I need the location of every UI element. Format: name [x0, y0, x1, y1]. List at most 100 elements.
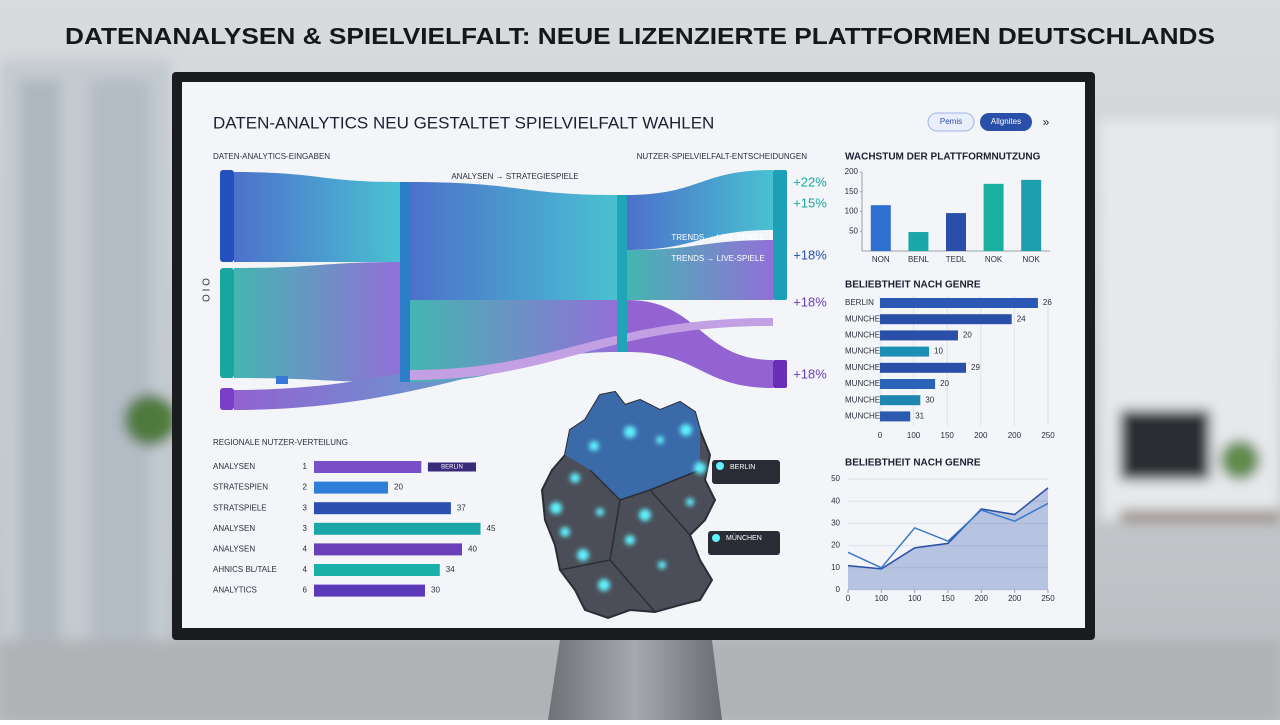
x-tick-label: BENL [908, 255, 929, 264]
percentage: +15% [793, 195, 827, 210]
more-button[interactable]: » [1043, 115, 1050, 129]
y-tick-label: 100 [845, 207, 859, 216]
bar [314, 522, 481, 535]
bar [880, 298, 1038, 308]
area [848, 487, 1048, 590]
bar [1021, 179, 1042, 251]
y-tick-label: 20 [831, 541, 840, 550]
y-tick-label: MUNCHEN [845, 363, 886, 372]
chart-title: BELIEBTHEIT NACH GENRE [845, 458, 981, 469]
chart-title: WACHSTUM DER PLATTFORMNUTZUNG [845, 152, 1041, 163]
bar [314, 481, 388, 494]
x-tick-label: 0 [878, 431, 883, 440]
sankey-flows [234, 170, 773, 410]
y-tick-label: BERLIN [845, 298, 874, 307]
y-tick-label: MUNCHEN [845, 331, 886, 340]
bar [880, 314, 1012, 325]
row-label: ANALYSEN [213, 545, 255, 554]
bar-annotation: 30 [925, 395, 934, 404]
row-label: AHNICS BL/TALE [213, 565, 277, 574]
percentage: +18% [793, 366, 827, 381]
bar [880, 379, 936, 389]
x-tick-label: 100 [875, 594, 889, 603]
bar [908, 232, 929, 251]
x-tick-label: 200 [975, 594, 989, 603]
chart-title: BELIEBTHEIT NACH GENRE [845, 280, 981, 291]
x-tick-label: 100 [907, 431, 921, 440]
y-tick-label: 200 [845, 167, 859, 176]
flow-label: TRENDS → LIVE-SPIELE [671, 254, 764, 263]
row-label: ANALYSEN [213, 462, 255, 471]
button[interactable] [927, 112, 975, 132]
bar-annotation: 20 [963, 331, 972, 340]
bar [880, 411, 911, 422]
bar [880, 362, 967, 373]
x-tick-label: 100 [908, 594, 922, 603]
button[interactable] [980, 113, 1032, 131]
bar-tag-box [428, 462, 476, 472]
line [847, 487, 1049, 570]
line [847, 502, 1049, 569]
bar [880, 346, 930, 357]
side-label: O I O [202, 278, 213, 302]
bar [983, 183, 1004, 251]
bar [314, 543, 462, 556]
y-tick-label: 150 [845, 187, 859, 196]
x-tick-label: NOK [985, 255, 1003, 264]
bar-tag: BERLIN [441, 465, 463, 471]
y-tick-label: MUNCHEN [845, 395, 886, 404]
x-tick-label: 150 [941, 594, 955, 603]
page-title: DATENANALYSEN & SPIELVIELFALT: NEUE LIZE… [65, 23, 1215, 49]
y-tick-label: MUNCHEN [845, 347, 886, 356]
bar [314, 502, 451, 515]
x-tick-label: 250 [1041, 594, 1055, 603]
percentage: +18% [793, 247, 827, 262]
data-label: 40 [468, 545, 477, 554]
monitor-stand [548, 640, 722, 720]
bar-annotation: 24 [1017, 314, 1026, 323]
flow-label: TRENDS → LIVE-SPIELE [671, 233, 764, 242]
x-tick-label: TEDL [946, 255, 967, 264]
data-label: 20 [394, 483, 403, 492]
y-tick-label: 50 [831, 474, 840, 483]
data-label: 45 [487, 524, 496, 533]
bar [870, 205, 891, 251]
percentage: +22% [793, 174, 827, 189]
x-tick-label: NON [872, 255, 890, 264]
sankey-nodes [220, 170, 787, 410]
bar-annotation: 20 [940, 379, 949, 388]
bar [314, 461, 422, 473]
row-rank: 4 [303, 545, 308, 554]
bar [880, 330, 958, 341]
row-label: STRATSPIELE [213, 503, 267, 512]
sankey-right-label: NUTZER-SPIELVIELFALT-ENTSCHEIDUNGEN [637, 152, 808, 161]
row-rank: 3 [303, 524, 308, 533]
data-label: 30 [431, 586, 440, 595]
bar-annotation: 26 [1043, 298, 1052, 307]
y-tick-label: 0 [836, 585, 841, 594]
y-tick-label: 50 [849, 226, 858, 235]
bar-annotation: 10 [934, 347, 943, 356]
bar [314, 564, 440, 576]
x-tick-label: 200 [1008, 431, 1022, 440]
button-label[interactable]: Allgnites [991, 117, 1021, 126]
row-label: ANALYSEN [213, 524, 255, 533]
data-label: 34 [446, 565, 455, 574]
x-tick-label: 150 [941, 431, 955, 440]
row-rank: 2 [303, 483, 308, 492]
y-tick-label: 30 [831, 519, 840, 528]
y-tick-label: 40 [831, 496, 840, 505]
percentage: +18% [793, 294, 827, 309]
x-tick-label: 200 [974, 431, 988, 440]
x-tick-label: 0 [846, 594, 851, 603]
bar-annotation: 31 [915, 412, 924, 421]
row-rank: 3 [303, 503, 308, 512]
chart-title: REGIONALE NUTZER-VERTEILUNG [213, 438, 348, 447]
row-label: ANALYTICS [213, 586, 257, 595]
bar-annotation: 29 [971, 363, 980, 372]
row-rank: 4 [303, 565, 308, 574]
data-label: 37 [457, 503, 466, 512]
row-rank: 1 [303, 462, 308, 471]
button-label[interactable]: Pemis [940, 117, 962, 126]
